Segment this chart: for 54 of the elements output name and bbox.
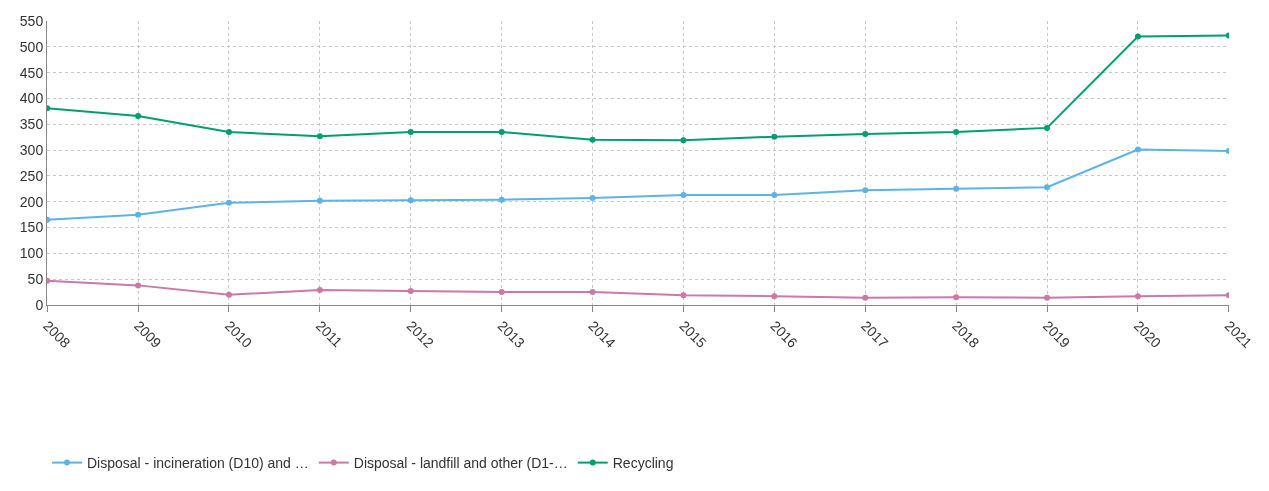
point (862, 131, 869, 138)
point (316, 133, 323, 140)
point (589, 136, 596, 143)
point (680, 137, 687, 144)
point (771, 293, 778, 300)
point (1134, 293, 1141, 300)
point (498, 289, 505, 296)
point (316, 197, 323, 204)
point (225, 199, 232, 206)
point (1134, 146, 1141, 153)
point (498, 129, 505, 136)
point (771, 133, 778, 140)
point (225, 291, 232, 298)
line-series (47, 277, 1229, 301)
point (589, 195, 596, 202)
y-tick-label: 500 (19, 38, 44, 55)
point (225, 129, 232, 136)
y-tick-label: 50 (27, 271, 44, 288)
y-tick-label: 300 (19, 141, 44, 158)
point (1134, 33, 1141, 40)
point (771, 192, 778, 199)
y-tick-label: 450 (19, 64, 44, 81)
point (680, 192, 687, 199)
legend-label: Disposal - landfill and other (D1-… (353, 455, 568, 472)
y-tick-label: 400 (19, 90, 44, 107)
y-tick-label: 150 (19, 219, 44, 236)
legend-label: Recycling (612, 455, 674, 472)
point (680, 292, 687, 299)
point (407, 129, 414, 136)
legend-label: Disposal - incineration (D10) and … (87, 455, 309, 472)
line-series (47, 146, 1229, 223)
y-tick-label: 0 (35, 296, 44, 313)
point (135, 282, 142, 289)
point (407, 197, 414, 204)
point (862, 187, 869, 194)
point (135, 211, 142, 218)
line-series (47, 32, 1229, 144)
point (135, 113, 142, 120)
point (316, 287, 323, 294)
y-tick-label: 100 (19, 245, 44, 262)
point (953, 185, 960, 192)
point (953, 129, 960, 136)
point (589, 289, 596, 296)
point (953, 294, 960, 301)
y-tick-label: 250 (19, 167, 44, 184)
y-tick-label: 200 (19, 193, 44, 210)
y-tick-label: 350 (19, 116, 44, 133)
y-tick-label: 550 (19, 12, 44, 29)
point (407, 288, 414, 295)
point (862, 294, 869, 301)
point (1044, 184, 1051, 191)
point (498, 196, 505, 203)
point (1044, 124, 1051, 131)
point (1044, 294, 1051, 301)
